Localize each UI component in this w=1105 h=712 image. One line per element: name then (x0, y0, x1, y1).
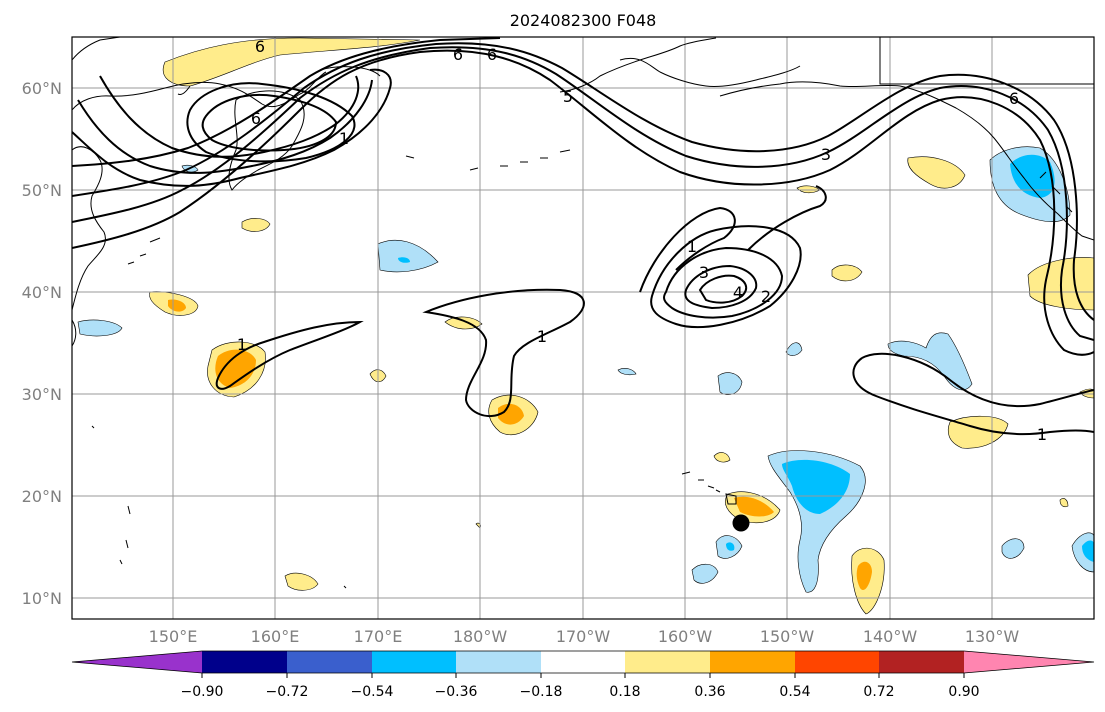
storm-center-marker (732, 514, 750, 532)
contour-label: 3 (699, 263, 709, 282)
colorbar-cell (541, 651, 625, 673)
longitude-labels: 150°E 160°E 170°E 180°W 170°W 160°W 150°… (149, 627, 1020, 646)
colorbar-tick-label: 0.54 (779, 684, 810, 700)
colorbar-cell (372, 651, 456, 673)
colorbar-cell (795, 651, 879, 673)
contour-label: 1 (237, 335, 247, 354)
contour-label: 6 (1009, 89, 1019, 108)
colorbar-tick-label: −0.90 (181, 684, 224, 700)
lon-label-160w: 160°W (658, 627, 713, 646)
latitude-labels: 60°N 50°N 40°N 30°N 20°N 10°N (22, 79, 62, 608)
lon-label-160e: 160°E (251, 627, 300, 646)
graticule (72, 37, 1094, 619)
contour-label: 3 (821, 145, 831, 164)
lat-label-30n: 30°N (22, 385, 62, 404)
map-title: 2024082300 F048 (510, 11, 657, 30)
contour-label: 6 (453, 45, 463, 64)
map-frame (71, 36, 1095, 620)
contour-label: 6 (255, 37, 265, 56)
colorbar-cell (710, 651, 795, 673)
lon-label-140w: 140°W (863, 627, 918, 646)
contour-label: 2 (761, 287, 771, 306)
map-panel: 6 6 6 6 1 5 3 6 1 3 4 2 1 1 1 (72, 37, 1094, 619)
colorbar-tick-label: −0.72 (266, 684, 309, 700)
contour-label: 4 (733, 283, 743, 302)
colorbar-tick-label: 0.18 (609, 684, 640, 700)
colorbar-cell (287, 651, 372, 673)
colorbar-ticks (201, 673, 965, 678)
colorbar-cell (202, 651, 287, 673)
contour-label: 1 (687, 237, 697, 256)
contour-label: 1 (537, 327, 547, 346)
lat-label-60n: 60°N (22, 79, 62, 98)
lat-label-20n: 20°N (22, 487, 62, 506)
colorbar-tick-label: −0.18 (520, 684, 563, 700)
lat-label-10n: 10°N (22, 589, 62, 608)
colorbar-tick-label: 0.72 (863, 684, 894, 700)
colorbar-tick-label: 0.90 (948, 684, 979, 700)
colorbar-cell (964, 651, 1094, 673)
contour-label: 5 (563, 87, 573, 106)
colorbar: −0.90 −0.72 −0.54 −0.36 −0.18 0.18 0.36 … (71, 650, 1095, 700)
colorbar-cell (879, 651, 964, 673)
lon-label-180w: 180°W (453, 627, 508, 646)
colorbar-tick-label: −0.54 (351, 684, 394, 700)
contour-value-labels: 6 6 6 6 1 5 3 6 1 3 4 2 1 1 1 (237, 37, 1047, 444)
contour-lines (72, 37, 1094, 435)
shaded-anomaly-areas (77, 37, 1094, 615)
contour-label: 1 (339, 129, 349, 148)
colorbar-tick-label: −0.36 (435, 684, 478, 700)
contour-label: 6 (487, 45, 497, 64)
lon-label-130w: 130°W (965, 627, 1020, 646)
contour-label: 6 (251, 109, 261, 128)
colorbar-cell (625, 651, 710, 673)
colorbar-cell (456, 651, 541, 673)
lon-label-150e: 150°E (149, 627, 198, 646)
colorbar-cell (72, 651, 202, 673)
lat-label-50n: 50°N (22, 181, 62, 200)
lat-label-40n: 40°N (22, 283, 62, 302)
colorbar-tick-label: 0.36 (694, 684, 725, 700)
contour-label: 1 (1037, 425, 1047, 444)
lon-label-170w: 170°W (556, 627, 611, 646)
lon-label-150w: 150°W (760, 627, 815, 646)
lon-label-170e: 170°E (354, 627, 403, 646)
